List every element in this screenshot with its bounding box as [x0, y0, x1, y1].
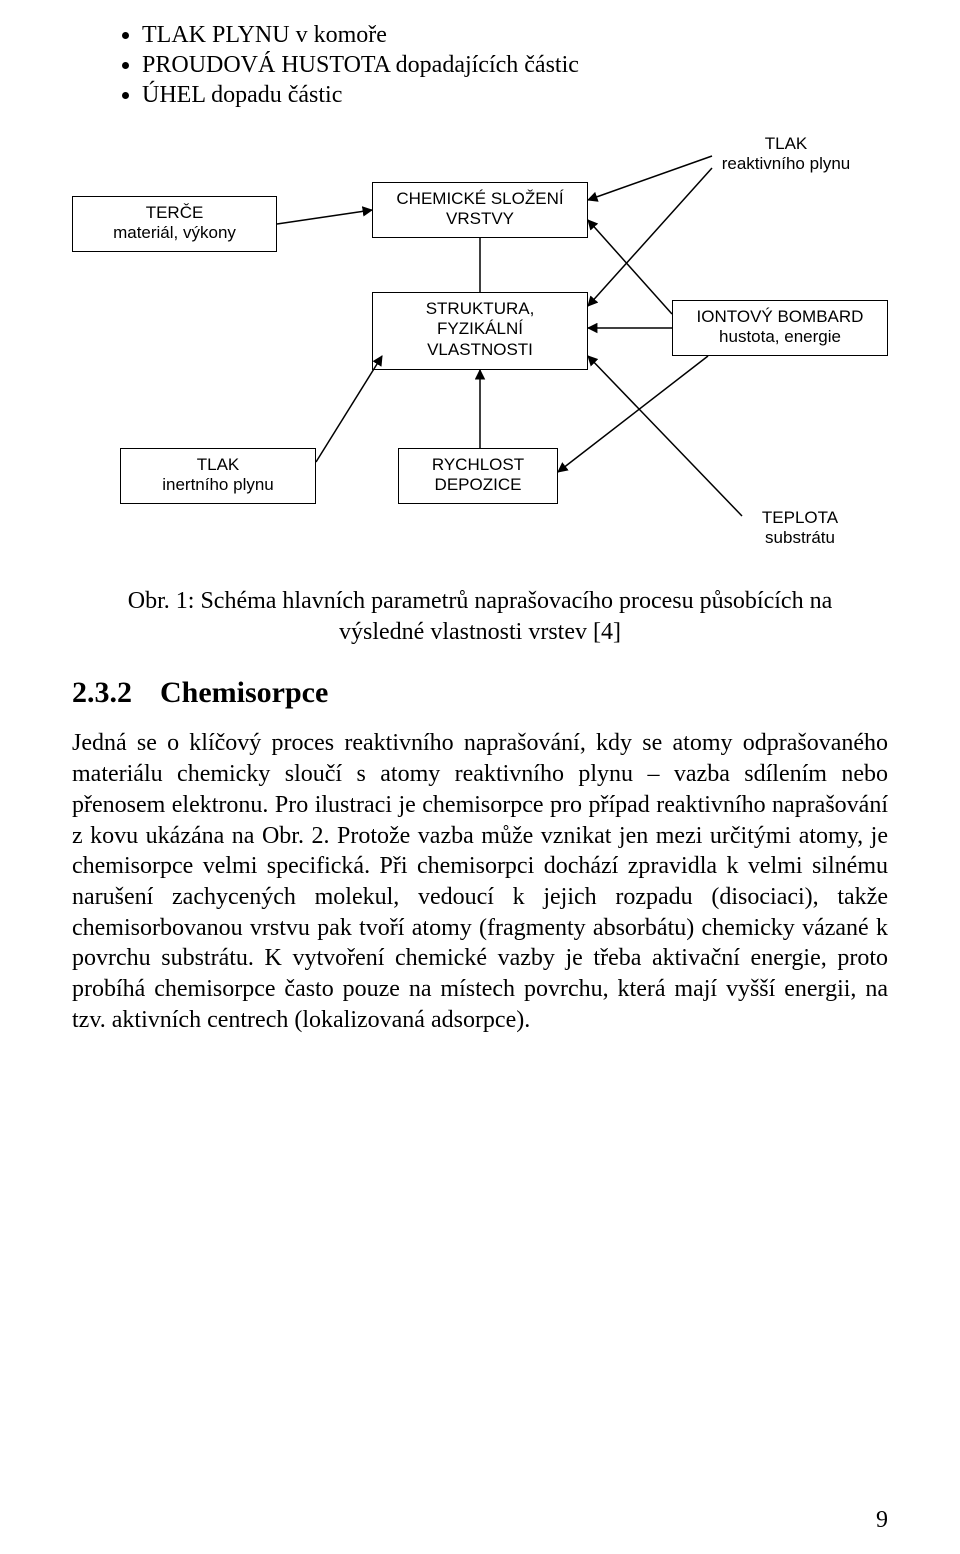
section-heading: 2.3.2 Chemisorpce — [72, 676, 888, 710]
diagram-node-tlakin: TLAK inertního plynu — [120, 448, 316, 504]
bullet-item: TLAK PLYNU v komoře — [142, 20, 888, 50]
body-paragraph: Jedná se o klíčový proces reaktivního na… — [72, 728, 888, 1035]
diagram-node-chem: CHEMICKÉ SLOŽENÍ VRSTVY — [372, 182, 588, 238]
figure-caption: Obr. 1: Schéma hlavních parametrů napraš… — [72, 586, 888, 648]
diagram-area: TERČE materiál, výkony TLAK reaktivního p… — [72, 128, 888, 568]
diagram-node-rych: RYCHLOST DEPOZICE — [398, 448, 558, 504]
section-number: 2.3.2 — [72, 676, 132, 710]
diagram-node-struct: STRUKTURA, FYZIKÁLNÍ VLASTNOSTI — [372, 292, 588, 370]
diagram-node-ion: IONTOVÝ BOMBARD hustota, energie — [672, 300, 888, 356]
diagram-node-tlakreak: TLAK reaktivního plynu — [684, 128, 888, 184]
caption-line: výsledné vlastnosti vrstev [4] — [339, 619, 621, 645]
section-title: Chemisorpce — [160, 676, 328, 709]
diagram-node-terce: TERČE materiál, výkony — [72, 196, 277, 252]
bullet-item: ÚHEL dopadu částic — [142, 80, 888, 110]
page-number: 9 — [876, 1507, 888, 1534]
document-page: TLAK PLYNU v komoře PROUDOVÁ HUSTOTA dop… — [0, 0, 960, 1554]
bullet-list: TLAK PLYNU v komoře PROUDOVÁ HUSTOTA dop… — [72, 20, 888, 110]
bullet-item: PROUDOVÁ HUSTOTA dopadajících částic — [142, 50, 888, 80]
diagram-node-tepl: TEPLOTA substrátu — [712, 502, 888, 558]
caption-line: Obr. 1: Schéma hlavních parametrů napraš… — [128, 588, 832, 614]
